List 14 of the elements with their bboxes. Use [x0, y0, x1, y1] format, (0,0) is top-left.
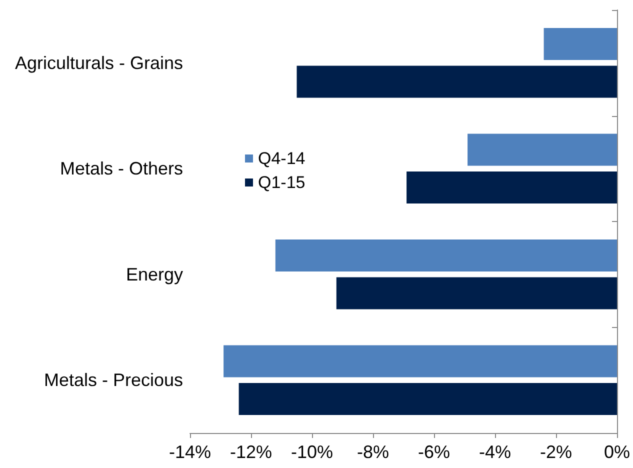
- x-tick-label: -6%: [418, 442, 450, 462]
- x-tick-label: -10%: [290, 442, 334, 462]
- x-tick-label: -14%: [168, 442, 212, 462]
- x-tick-label: -4%: [478, 442, 511, 462]
- x-tick-label: -2%: [540, 442, 572, 462]
- x-tick-label: -12%: [230, 442, 272, 462]
- legend-label: Q1-15: [258, 173, 306, 192]
- legend-label: Q4-14: [258, 149, 306, 168]
- y-tick-label: Energy: [126, 264, 183, 284]
- y-tick-label: Metals - Others: [60, 158, 183, 179]
- y-tick-label: Agriculturals - Grains: [14, 52, 183, 73]
- y-tick-label: Metals - Precious: [44, 370, 183, 390]
- x-tick-label: -8%: [356, 442, 390, 462]
- x-tick-label: 0%: [604, 442, 630, 462]
